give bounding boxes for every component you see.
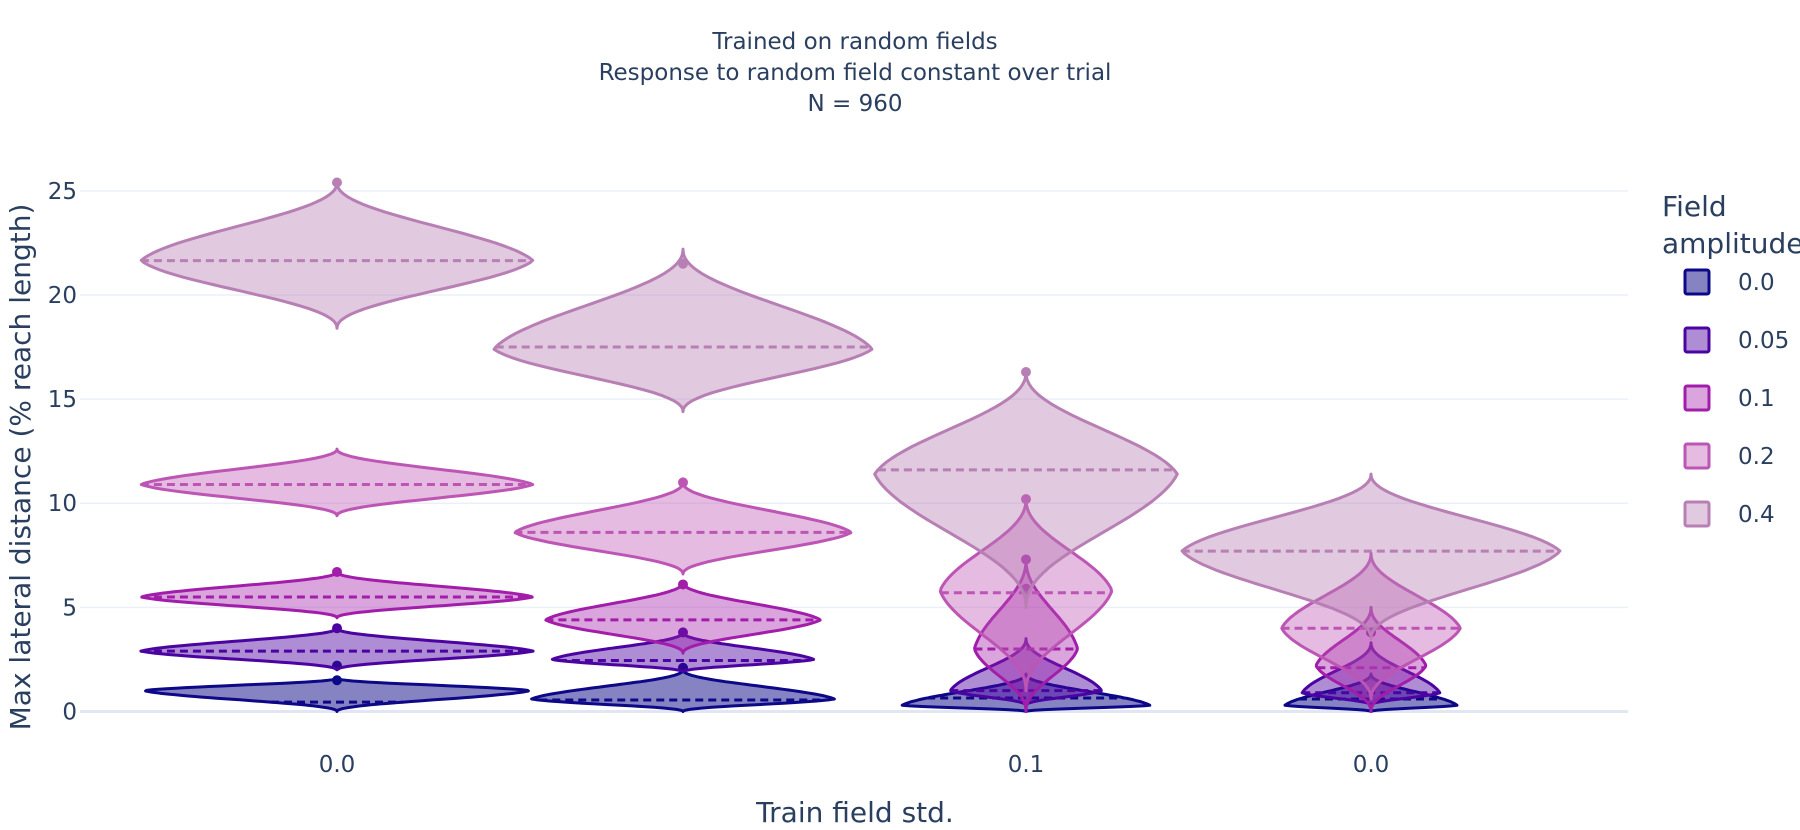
- y-tick-label: 10: [48, 491, 77, 517]
- violin-shape: [1280, 551, 1462, 701]
- violin-series-0-2: [139, 447, 1462, 701]
- outlier-point: [678, 579, 688, 590]
- violin-shape: [492, 247, 874, 414]
- outlier-point: [678, 627, 688, 638]
- outlier-point: [678, 258, 688, 269]
- legend: Field amplitude 0.0 0.05 0.1 0.2 0.4: [1662, 190, 1800, 528]
- violin-shape: [1314, 605, 1428, 713]
- x-tick-label: 0.1: [1008, 752, 1045, 778]
- outlier-point: [678, 477, 688, 488]
- y-tick-label: 25: [48, 179, 77, 205]
- violin-shape: [949, 637, 1103, 707]
- violin-shape: [900, 672, 1152, 713]
- legend-title-line-2: amplitude: [1662, 227, 1800, 260]
- y-tick-label: 5: [62, 595, 77, 621]
- violin-shape: [513, 480, 853, 576]
- violin-series-0-0: [144, 660, 1459, 713]
- chart-title-line-3: N = 960: [808, 91, 903, 117]
- outlier-point: [332, 675, 342, 686]
- outlier-point: [332, 623, 342, 634]
- violin-series-0-4: [139, 177, 1562, 641]
- violin-shape: [544, 580, 822, 655]
- chart-title-line-2: Response to random field constant over t…: [599, 60, 1112, 86]
- legend-label: 0.1: [1738, 386, 1775, 412]
- violin-shape: [139, 181, 535, 330]
- outlier-point: [332, 177, 342, 188]
- legend-label: 0.0: [1738, 270, 1775, 296]
- legend-swatch: [1683, 500, 1711, 528]
- legend-label: 0.4: [1738, 502, 1775, 528]
- x-axis-ticks: 0.0 0.1 0.0: [319, 752, 1390, 778]
- chart-title-line-1: Trained on random fields: [711, 29, 997, 55]
- violin-shape: [530, 668, 836, 713]
- violin-shape: [873, 370, 1179, 609]
- outlier-point: [1021, 494, 1031, 505]
- y-axis-title: Max lateral distance (% reach length): [4, 204, 37, 731]
- legend-swatch: [1683, 384, 1711, 412]
- y-tick-label: 0: [62, 700, 77, 726]
- chart-title: Trained on random fields Response to ran…: [599, 29, 1112, 117]
- violin-series-0-1: [140, 554, 1428, 713]
- legend-label: 0.05: [1738, 328, 1789, 354]
- violin-shape: [139, 626, 535, 672]
- violin-plot-area: [139, 177, 1562, 713]
- y-tick-label: 15: [48, 387, 77, 413]
- x-tick-label: 0.0: [319, 752, 356, 778]
- violin-shape: [139, 447, 535, 518]
- y-axis-ticks: 0 5 10 15 20 25: [48, 179, 77, 726]
- violin-shape: [1300, 641, 1442, 707]
- legend-swatch: [1683, 442, 1711, 470]
- outlier-point: [332, 566, 342, 577]
- outlier-point: [1021, 367, 1031, 378]
- legend-label: 0.2: [1738, 444, 1775, 470]
- x-axis-title: Train field std.: [755, 796, 954, 829]
- violin-shape: [1180, 472, 1562, 641]
- y-tick-label: 20: [48, 283, 77, 309]
- legend-swatch: [1683, 268, 1711, 296]
- outlier-point: [1021, 554, 1031, 565]
- legend-title-line-1: Field: [1662, 190, 1727, 223]
- violin-series-0-05: [139, 623, 1442, 707]
- legend-swatch: [1683, 326, 1711, 354]
- x-tick-label: 0.0: [1353, 752, 1390, 778]
- violin-shape: [140, 570, 534, 620]
